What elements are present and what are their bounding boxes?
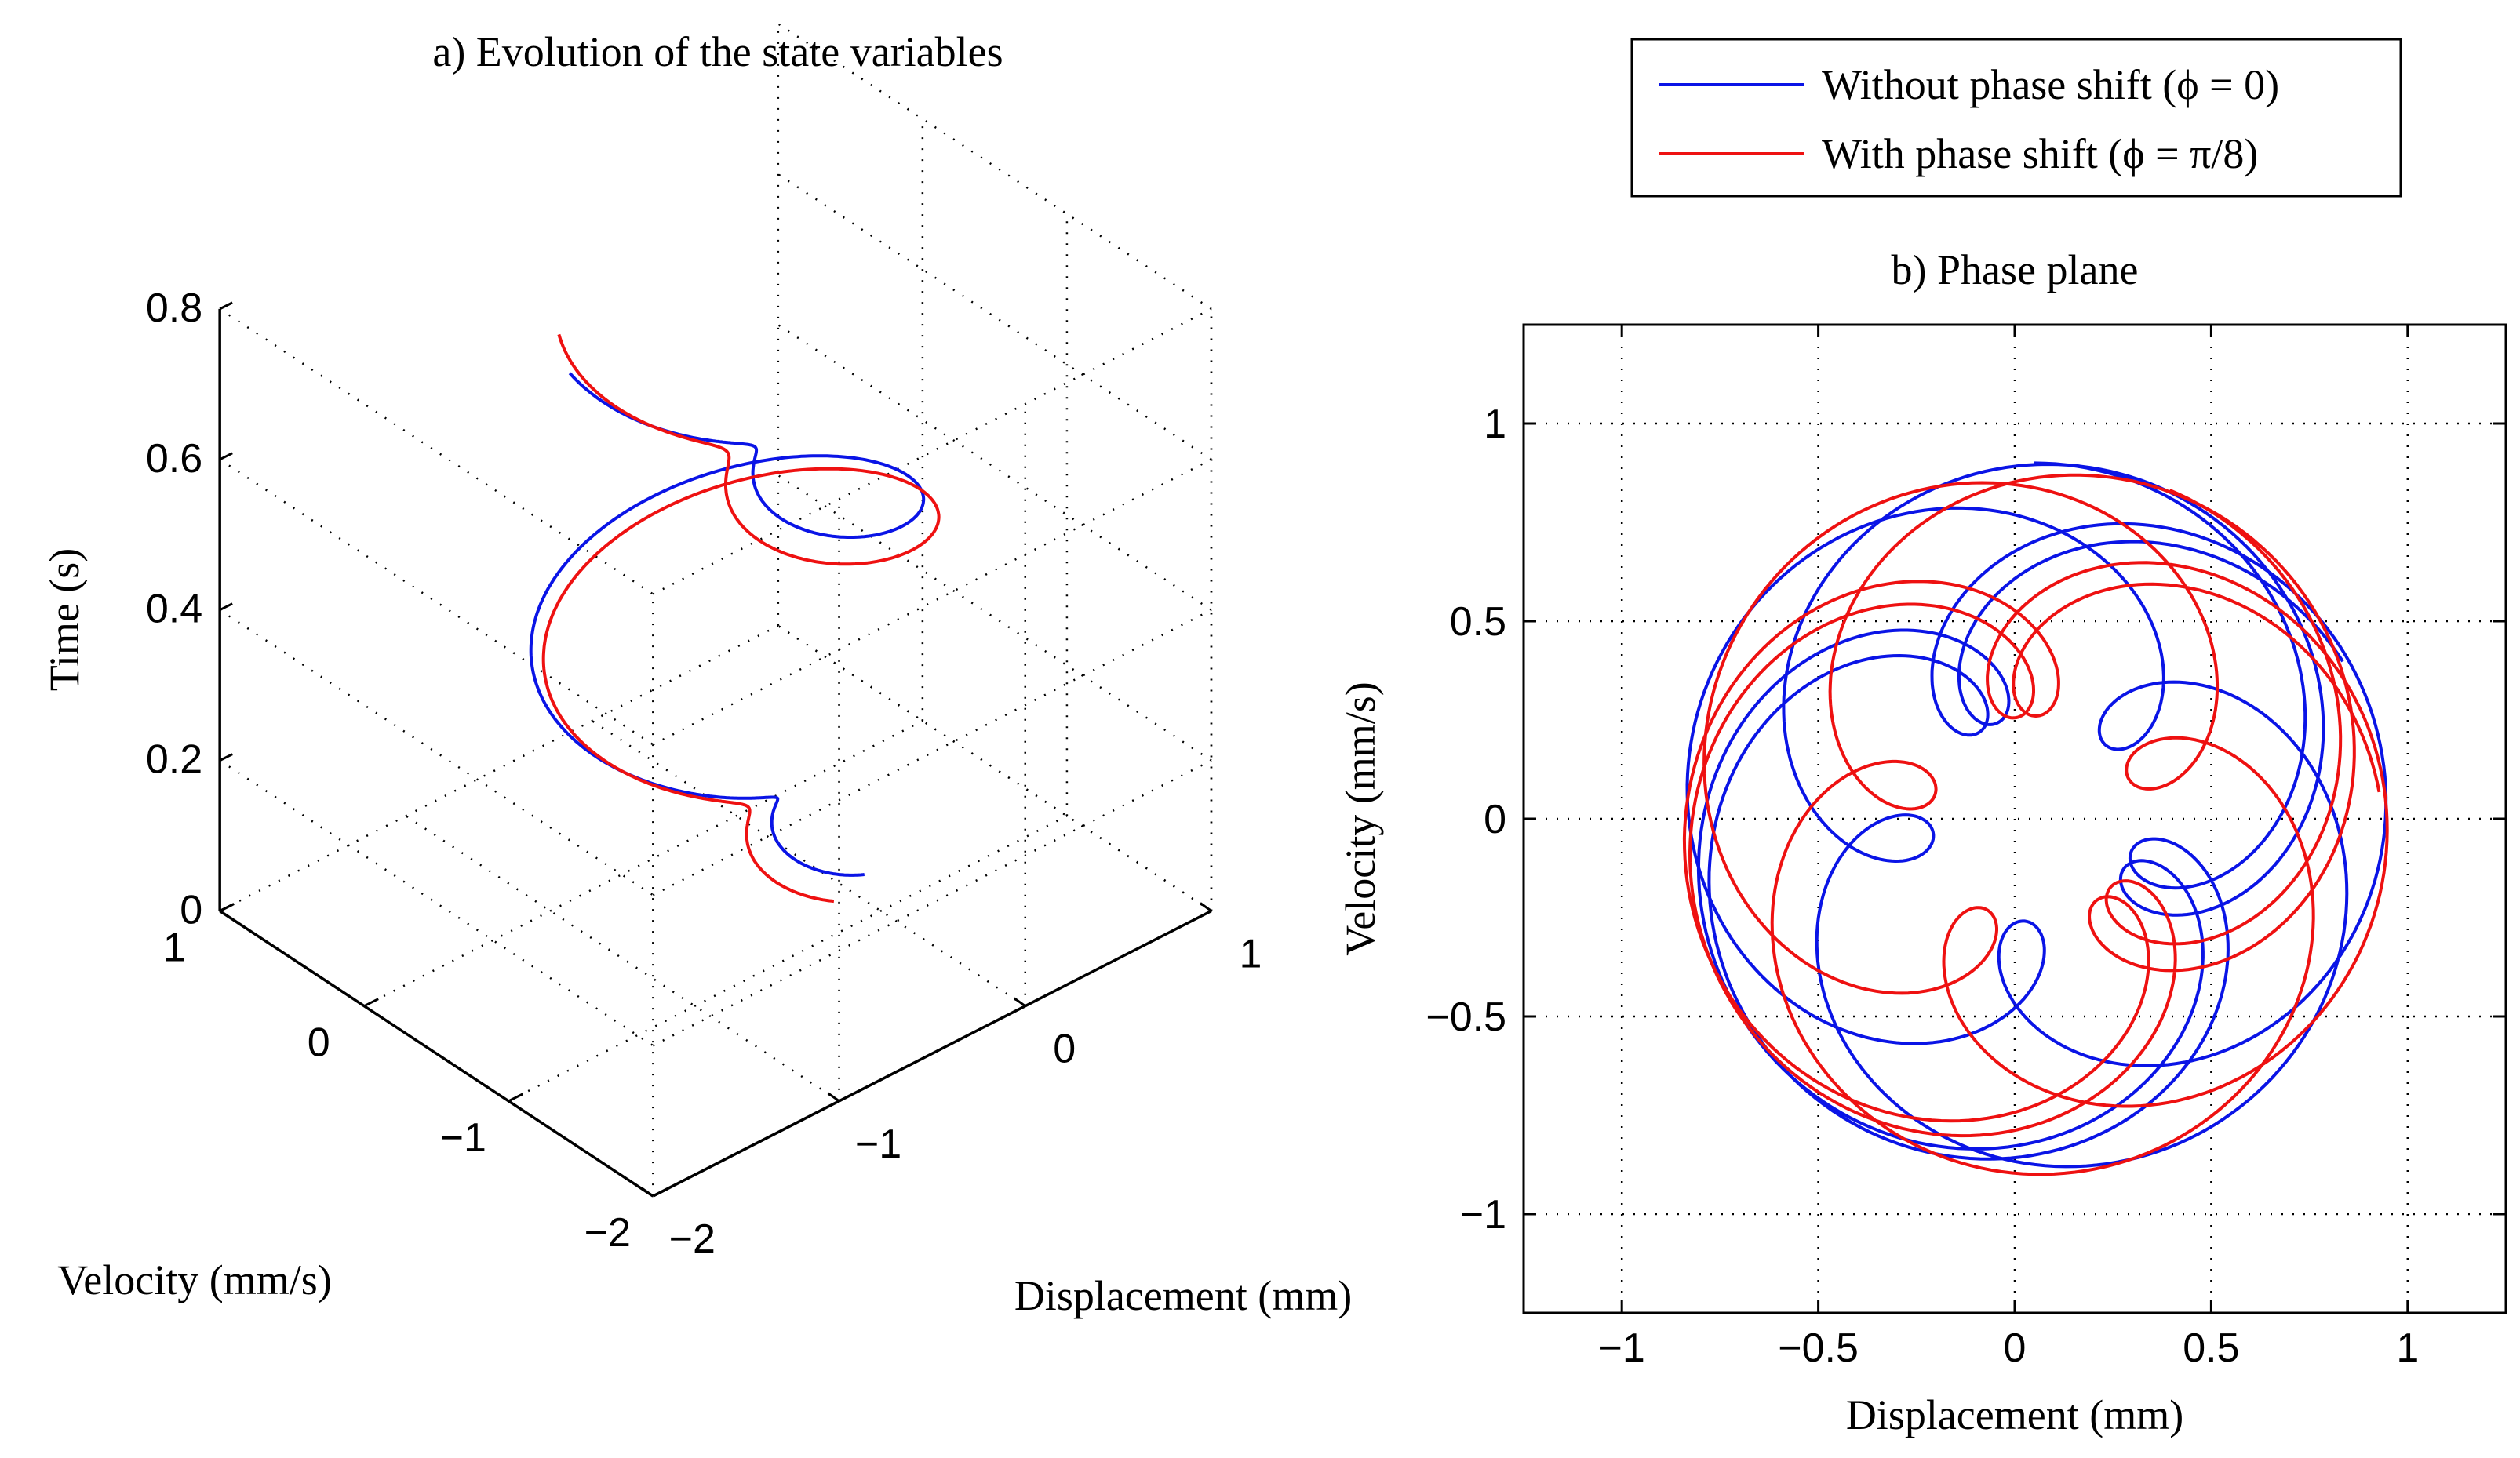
y-tick [652, 1187, 668, 1198]
y-tick-label: 1 [1484, 402, 1506, 447]
z-tick-label: 0.8 [146, 285, 202, 331]
chart-b-title: b) Phase plane [1892, 246, 2139, 293]
chart-b-ylabel: Velocity (mm/s) [1337, 682, 1384, 955]
series-3d-red [541, 333, 941, 904]
y-tick-label: −1 [1460, 1192, 1506, 1238]
chart-a-grid [219, 23, 1213, 1198]
x-tick [641, 1187, 654, 1198]
y-tick [219, 903, 235, 912]
legend: Without phase shift (ϕ = 0) With phase s… [1630, 38, 2402, 198]
y-axis-line [219, 910, 654, 1198]
y-tick-label: −1 [440, 1115, 486, 1161]
x-tick-label: 1 [1240, 932, 1262, 977]
z-tick [219, 602, 233, 612]
legend-label-blue: Without phase shift (ϕ = 0) [1822, 61, 2279, 108]
x-tick [827, 1092, 840, 1103]
x-tick [1200, 902, 1212, 912]
chart-a-ticks: 00.20.40.60.8−2−101−2−101 [146, 285, 1262, 1262]
z-tick-label: 0 [180, 888, 202, 933]
x-axis-line [652, 909, 1212, 1198]
x-tick-label: 1 [2396, 1325, 2419, 1371]
y-tick-label: −0.5 [1426, 994, 1506, 1040]
x-tick-label: 0 [1053, 1027, 1076, 1072]
series-3d-blue [529, 372, 926, 877]
chart-a-title: a) Evolution of the state variables [432, 28, 1003, 75]
z-tick [219, 301, 233, 311]
x-tick-label: −2 [669, 1216, 716, 1262]
chart-b-xlabel: Displacement (mm) [1846, 1391, 2183, 1438]
x-tick-label: 0.5 [2183, 1325, 2239, 1371]
z-tick [219, 753, 233, 762]
x-tick-label: 0 [2004, 1325, 2027, 1371]
y-tick [508, 1093, 523, 1103]
x-tick-label: −0.5 [1778, 1325, 1859, 1371]
series-phase-blue [1685, 461, 2388, 1169]
y-tick-label: 0.5 [1450, 599, 1506, 645]
chart-a-3d: a) Evolution of the state variables 0 0.2… [41, 23, 1352, 1319]
x-tick [1013, 997, 1026, 1007]
x-tick-label: −1 [855, 1122, 901, 1167]
y-tick-label: −2 [584, 1210, 631, 1256]
chart-a-series [529, 333, 941, 904]
series-phase-red [1682, 473, 2389, 1176]
z-tick-label: 0.6 [146, 436, 202, 482]
y-tick-label: 1 [163, 925, 186, 971]
chart-b-series [1682, 461, 2389, 1176]
z-tick [219, 452, 233, 461]
z-tick-label: 0.4 [146, 587, 202, 632]
z-tick-label: 0.2 [146, 737, 202, 783]
y-tick-label: 0 [1484, 797, 1506, 842]
y-tick-label: 0 [308, 1020, 330, 1066]
chart-b-phase-plane: b) Phase plane −1 −0.5 0 0.5 1 −1 −0.5 0 0.5 1 Di… [1337, 246, 2507, 1438]
y-tick [363, 998, 379, 1008]
chart-a-ylabel: Velocity (mm/s) [57, 1256, 331, 1303]
chart-b-ticks: −1 −0.5 0 0.5 1 −1 −0.5 0 0.5 1 [1426, 325, 2506, 1371]
chart-a-xlabel: Displacement (mm) [1014, 1272, 1352, 1319]
x-tick-label: −1 [1599, 1325, 1645, 1371]
legend-label-red: With phase shift (ϕ = π/8) [1822, 130, 2258, 177]
legend-box [1630, 38, 2402, 198]
chart-a-zlabel: Time (s) [41, 548, 88, 692]
